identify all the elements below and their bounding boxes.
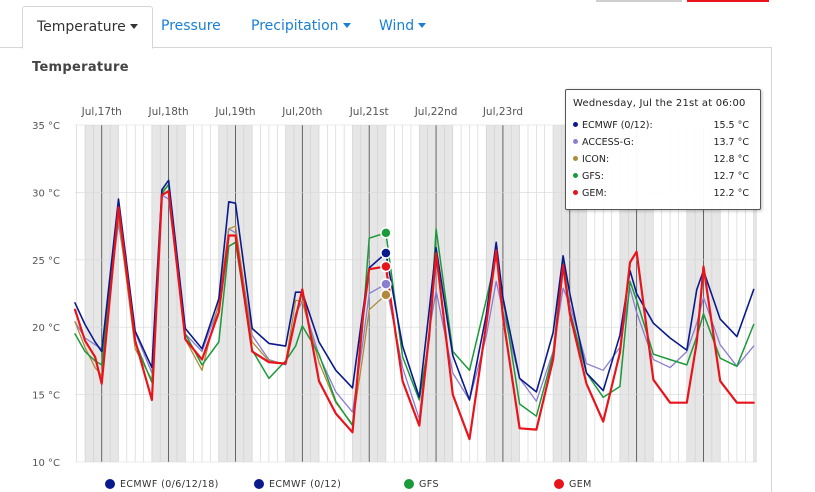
tooltip-row-label: ECMWF (0/12): [582, 120, 653, 131]
tooltip-row-label: GFS: [582, 171, 604, 182]
legend-dot-icon [404, 478, 414, 489]
tooltip-row-value: 15.5 °C [713, 120, 749, 131]
legend-item-gfs[interactable]: GFS [404, 478, 439, 490]
x-tick-label: Jul,19th [214, 106, 255, 118]
y-tick-label: 20 °C [32, 323, 60, 334]
tooltip-row: ECMWF (0/12): 15.5 °C [573, 120, 755, 134]
panel-border [771, 47, 772, 492]
y-tick-label: 35 °C [32, 121, 60, 132]
series-dot-icon [573, 156, 578, 161]
tooltip-row-label: ACCESS-G: [582, 137, 634, 148]
tab-temperature[interactable]: Temperature [22, 6, 153, 49]
caret-down-icon [418, 22, 427, 28]
tooltip-row-value: 12.8 °C [713, 154, 749, 165]
hover-marker [380, 289, 392, 301]
y-tick-label: 25 °C [32, 256, 60, 267]
hover-marker [380, 227, 392, 239]
x-tick-label: Jul,22nd [414, 106, 458, 118]
hover-marker [380, 278, 392, 290]
tooltip-row-value: 12.7 °C [713, 171, 749, 182]
night-band [753, 125, 757, 462]
tab-pressure[interactable]: Pressure [161, 6, 221, 47]
tooltip-row-value: 12.2 °C [713, 188, 749, 199]
legend-dot-icon [105, 478, 115, 489]
tooltip-row-label: ICON: [582, 154, 610, 165]
legend-label: ECMWF (0/6/12/18) [120, 479, 219, 490]
legend-label: ECMWF (0/12) [269, 479, 342, 490]
tab-wind[interactable]: Wind [379, 6, 427, 47]
tooltip-row: GFS: 12.7 °C [573, 171, 755, 185]
legend-item-ecmwf-0-6-12-18[interactable]: ECMWF (0/6/12/18) [105, 478, 219, 490]
tooltip-title: Wednesday, Jul the 21st at 06:00 [573, 98, 746, 109]
series-dot-icon [573, 122, 578, 127]
chart-tab-bar: Temperature Pressure Precipitation Wind [0, 0, 772, 49]
top-red-button-edge[interactable] [687, 0, 769, 2]
tab-wind-label: Wind [379, 18, 415, 34]
tooltip-row: GEM: 12.2 °C [573, 188, 755, 202]
tab-precipitation-label: Precipitation [251, 18, 339, 34]
tooltip-row-value: 13.7 °C [713, 137, 749, 148]
caret-down-icon [342, 22, 351, 28]
y-tick-label: 30 °C [32, 188, 60, 199]
tab-precipitation[interactable]: Precipitation [251, 6, 351, 47]
series-line-ecmwf-0-12- [74, 179, 755, 401]
x-tick-label: Jul,20th [281, 106, 322, 118]
top-gray-button-edge[interactable] [596, 0, 682, 2]
panel-title: Temperature [32, 60, 129, 75]
series-line-gem [73, 190, 755, 441]
series-dot-icon [573, 190, 578, 195]
hover-marker [380, 260, 392, 273]
tab-temperature-label: Temperature [37, 19, 126, 35]
x-tick-label: Jul,23rd [482, 106, 523, 118]
x-tick-label: Jul,18th [148, 106, 189, 118]
legend-item-ecmwf-0-12[interactable]: ECMWF (0/12) [254, 478, 342, 490]
y-tick-label: 15 °C [32, 391, 60, 402]
tab-pressure-label: Pressure [161, 18, 221, 34]
legend-dot-icon [254, 478, 264, 489]
y-tick-label: 10 °C [32, 458, 60, 469]
legend-dot-icon [554, 478, 564, 489]
series-dot-icon [573, 139, 578, 144]
x-tick-label: Jul,21st [349, 106, 389, 118]
legend-label: GEM [569, 479, 592, 490]
legend-item-gem[interactable]: GEM [554, 478, 592, 490]
tooltip-row-label: GEM: [582, 188, 607, 199]
tooltip-row: ACCESS-G: 13.7 °C [573, 137, 755, 151]
x-tick-label: Jul,17th [81, 106, 122, 118]
legend-label: GFS [419, 479, 439, 490]
hover-marker [380, 247, 392, 259]
forecast-widget: Temperature Pressure Precipitation Wind … [0, 0, 772, 492]
tooltip-row: ICON: 12.8 °C [573, 154, 755, 168]
chart-tooltip: Wednesday, Jul the 21st at 06:00 ECMWF (… [565, 89, 761, 210]
series-dot-icon [573, 173, 578, 178]
caret-down-icon [129, 23, 138, 29]
